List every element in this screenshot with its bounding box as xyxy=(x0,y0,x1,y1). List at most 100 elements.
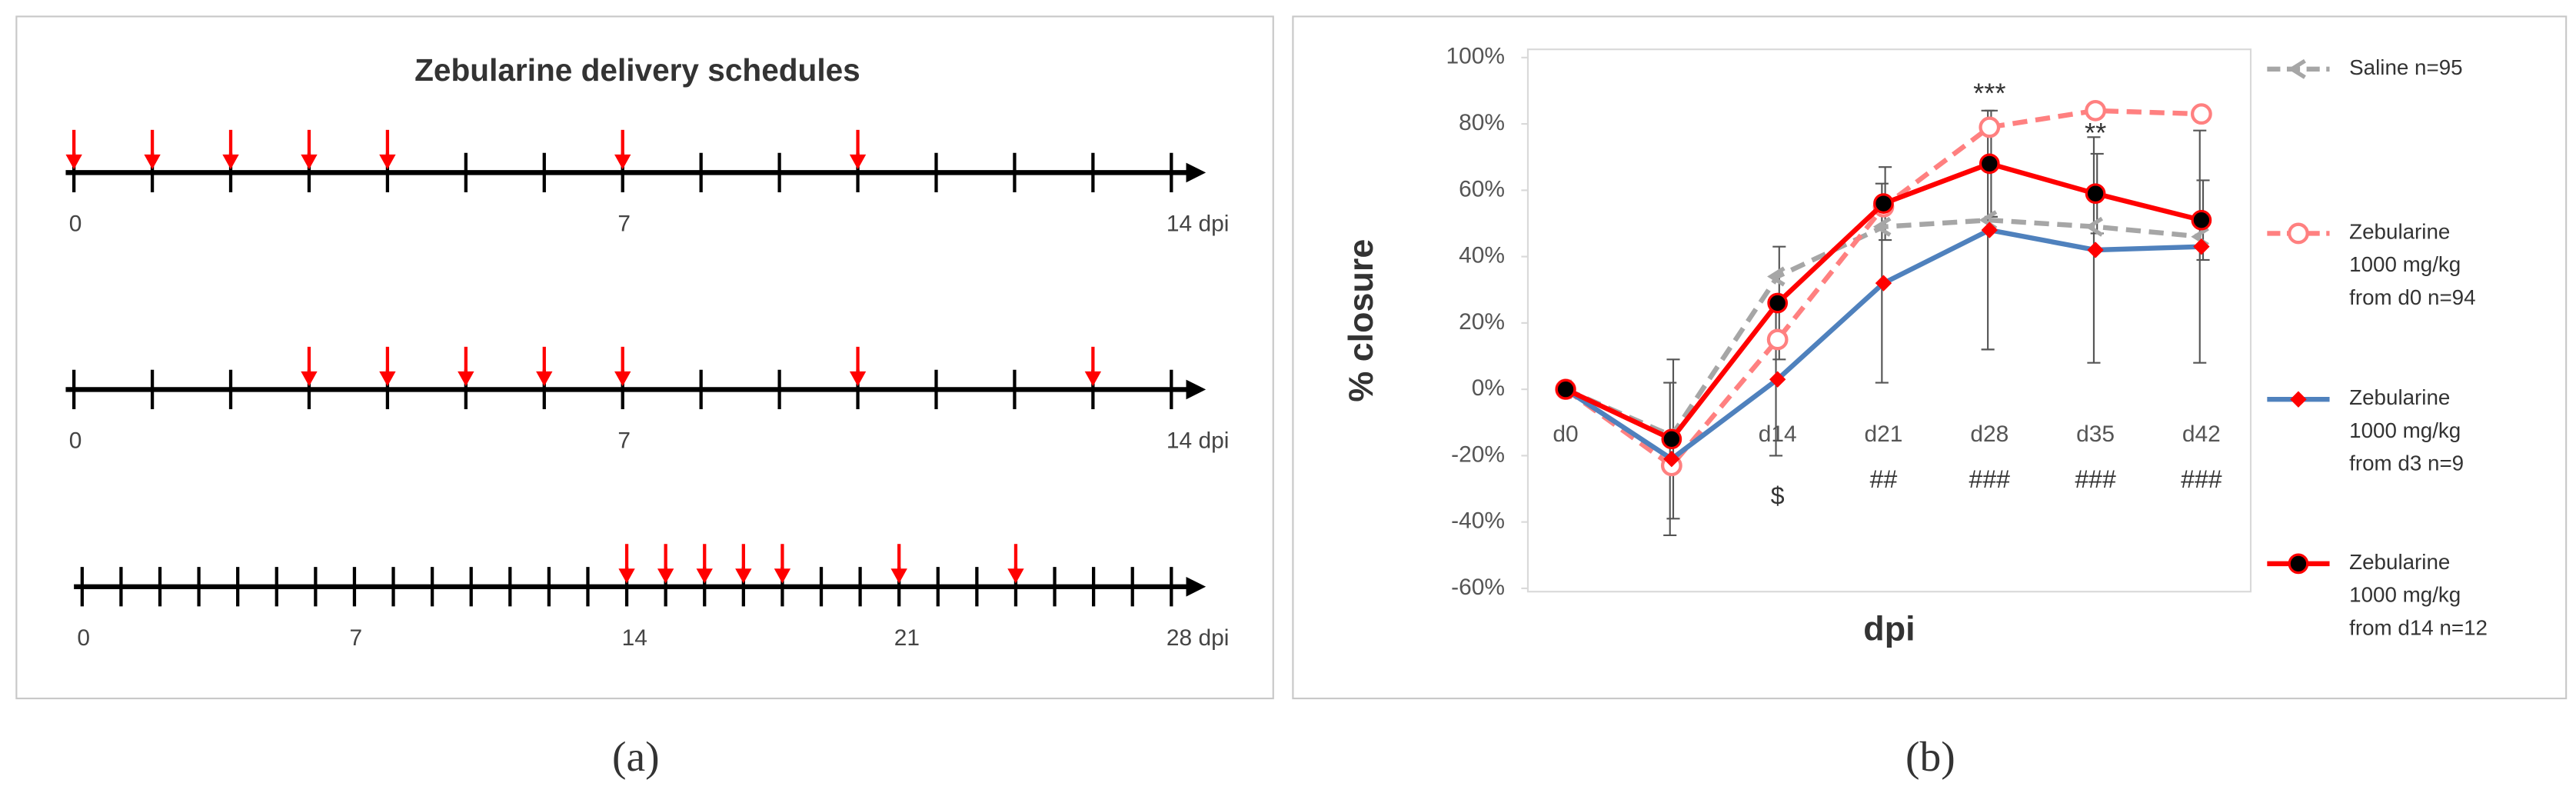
tick-label: 21 xyxy=(894,625,920,651)
dose-arrow xyxy=(301,346,318,387)
arrow-head xyxy=(458,371,474,387)
dose-arrow xyxy=(379,129,396,170)
dose-arrow xyxy=(657,544,674,584)
legend-marker xyxy=(2288,58,2306,79)
dose-arrow xyxy=(65,129,82,170)
y-tick-label: -40% xyxy=(1451,508,1505,534)
tick-label: 14 xyxy=(622,625,647,651)
marker xyxy=(2191,209,2212,231)
arrow-head xyxy=(890,568,907,584)
arrow-head xyxy=(379,371,396,387)
arrow-head xyxy=(1007,568,1024,584)
y-tick-label: 0% xyxy=(1472,375,1505,401)
legend-label: Saline n=95 xyxy=(2349,55,2462,79)
dose-arrow xyxy=(379,346,396,387)
significance-label: ### xyxy=(1969,465,2011,493)
timeline-arrowhead xyxy=(1186,162,1206,183)
significance-label: ** xyxy=(2085,117,2106,148)
arrow-head xyxy=(614,154,631,170)
arrow-head xyxy=(222,154,239,170)
marker xyxy=(1872,216,1892,237)
panel-label: (a) xyxy=(612,734,660,781)
marker xyxy=(2190,103,2212,125)
panel-b-frame xyxy=(1292,15,2568,700)
tick-label: 14 dpi xyxy=(1167,212,1229,237)
arrow-head xyxy=(657,568,674,584)
dose-arrow xyxy=(774,544,791,584)
marker xyxy=(1979,153,2000,175)
arrow-head xyxy=(536,371,553,387)
tick-label: 7 xyxy=(350,625,363,651)
arrow-head xyxy=(849,371,867,387)
marker xyxy=(1875,275,1892,292)
tick-label: 7 xyxy=(617,428,631,454)
legend-label: Zebularine 1000 mg/kg from d14 n=12 xyxy=(2349,550,2488,639)
marker xyxy=(2193,238,2210,255)
arrow-head xyxy=(1084,371,1102,387)
dose-arrow xyxy=(1084,346,1102,387)
legend-label: Zebularine 1000 mg/kg from d3 n=9 xyxy=(2349,386,2464,475)
dose-arrow xyxy=(458,346,474,387)
y-tick-label: 40% xyxy=(1459,243,1505,268)
significance-label: *** xyxy=(1973,78,2005,109)
dose-arrow xyxy=(735,544,752,584)
x-tick-label: d0 xyxy=(1553,421,1578,447)
legend-marker xyxy=(2288,553,2309,575)
dose-arrow xyxy=(1007,544,1024,584)
marker xyxy=(2087,242,2104,258)
tick-label: 0 xyxy=(69,212,82,237)
marker xyxy=(1873,193,1894,214)
dose-arrow xyxy=(536,346,553,387)
arrow-head xyxy=(618,568,635,584)
dose-arrow xyxy=(614,129,631,170)
dose-arrow xyxy=(618,544,635,584)
arrow-head xyxy=(735,568,752,584)
marker xyxy=(1661,428,1682,450)
marker xyxy=(1979,116,2001,138)
marker xyxy=(1663,451,1680,468)
tick-label: 0 xyxy=(77,625,90,651)
y-tick-label: 100% xyxy=(1446,44,1506,69)
tick-label: 0 xyxy=(69,428,82,454)
arrow-head xyxy=(301,371,318,387)
tick-label: 28 dpi xyxy=(1167,625,1229,651)
dose-arrow xyxy=(222,129,239,170)
timeline-arrowhead xyxy=(1186,576,1206,597)
arrow-head xyxy=(379,154,396,170)
timeline-arrowhead xyxy=(1186,379,1206,400)
marker xyxy=(1555,378,1576,400)
panel-label: (b) xyxy=(1905,734,1955,781)
legend-label: Zebularine 1000 mg/kg from d0 n=94 xyxy=(2349,220,2475,309)
x-axis-title: dpi xyxy=(1863,608,1915,648)
marker xyxy=(1767,292,1789,314)
dose-arrow xyxy=(890,544,907,584)
y-tick-label: -20% xyxy=(1451,441,1505,467)
marker xyxy=(1767,266,1786,287)
x-tick-label: d35 xyxy=(2076,421,2115,447)
plot-area xyxy=(1526,48,2252,593)
arrow-head xyxy=(696,568,713,584)
panel-a-frame xyxy=(15,15,1274,700)
arrow-head xyxy=(65,154,82,170)
significance-label: ### xyxy=(2181,465,2222,493)
significance-label: ### xyxy=(2075,465,2116,493)
y-tick-label: 20% xyxy=(1459,309,1505,335)
marker xyxy=(2085,183,2106,205)
significance-label: $ xyxy=(1771,482,1785,510)
chart-title: Zebularine delivery schedules xyxy=(414,52,860,88)
legend-marker xyxy=(2288,222,2309,245)
tick-label: 14 dpi xyxy=(1167,428,1229,454)
y-tick-label: 80% xyxy=(1459,110,1505,135)
marker xyxy=(2085,99,2106,122)
dose-arrow xyxy=(301,129,318,170)
y-axis-title: % closure xyxy=(1341,239,1380,402)
x-tick-label: d42 xyxy=(2182,421,2221,447)
marker xyxy=(1766,328,1789,351)
arrow-head xyxy=(774,568,791,584)
y-tick-label: -60% xyxy=(1451,575,1505,600)
dose-arrow xyxy=(849,346,867,387)
x-tick-label: d28 xyxy=(1970,421,2009,447)
arrow-head xyxy=(301,154,318,170)
